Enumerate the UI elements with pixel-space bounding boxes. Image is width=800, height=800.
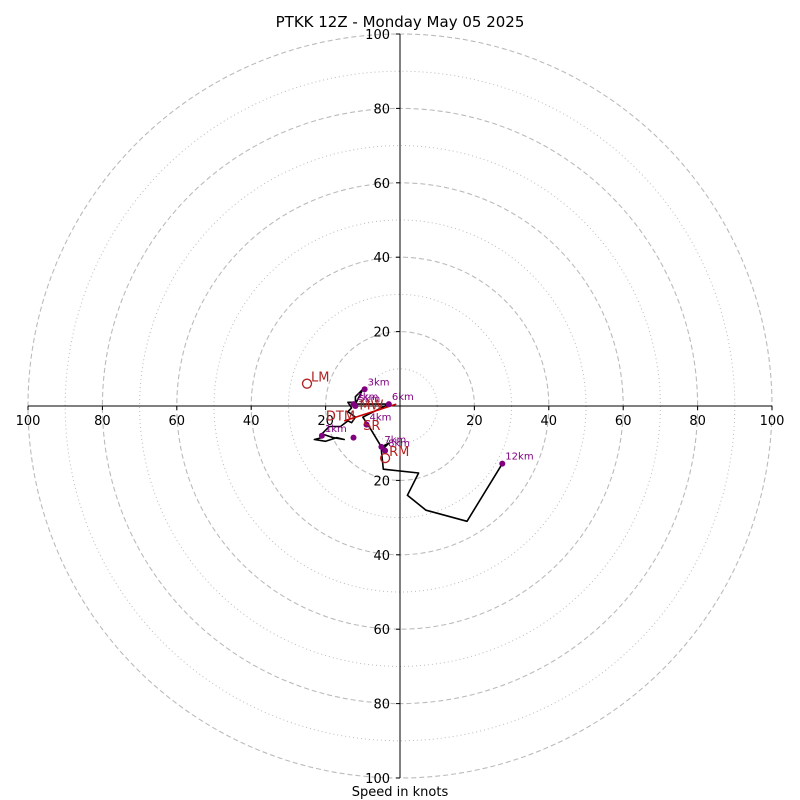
- y-tick-label: 20: [373, 474, 390, 489]
- shear-vector-line: [343, 403, 397, 422]
- storm-motion-label: SR: [363, 419, 380, 434]
- height-marker-dot: [385, 401, 392, 408]
- y-tick-label: 40: [373, 251, 390, 266]
- hodograph-line: [313, 388, 503, 523]
- height-marker-dot: [318, 432, 325, 439]
- x-tick-label: 100: [760, 414, 785, 429]
- y-tick-label: 80: [373, 698, 390, 713]
- x-axis-label: Speed in knots: [352, 785, 449, 800]
- shear-vector: [343, 403, 397, 422]
- storm-motion-markers: LM RM MW SR DTM: [301, 371, 409, 464]
- height-marker-dot: [350, 434, 357, 441]
- y-tick-label: 40: [373, 549, 390, 564]
- x-tick-label: 60: [615, 414, 632, 429]
- height-marker-label: 3km: [368, 377, 390, 388]
- x-tick-label: 40: [243, 414, 260, 429]
- height-marker-label: 6km: [392, 392, 414, 403]
- storm-motion-circle: [379, 452, 391, 464]
- axes: [28, 34, 772, 778]
- height-marker-label: 5km: [358, 394, 380, 405]
- height-marker-dot: [499, 460, 506, 467]
- height-marker-dot: [378, 443, 385, 450]
- hodograph-trace: [313, 388, 503, 523]
- chart-title: PTKK 12Z - Monday May 05 2025: [276, 13, 525, 31]
- x-tick-label: 80: [94, 414, 111, 429]
- y-tick-label: 60: [373, 177, 390, 192]
- y-tick-label: 80: [373, 102, 390, 117]
- height-marker-dot: [363, 421, 370, 428]
- y-tick-label: 60: [373, 623, 390, 638]
- height-marker-dot: [361, 386, 368, 393]
- height-marker-dot: [352, 403, 359, 409]
- height-marker-label: 12km: [505, 452, 533, 463]
- storm-motion-label: RM: [389, 445, 409, 460]
- x-tick-label: 20: [466, 414, 483, 429]
- height-marker-label: 7km: [384, 435, 406, 446]
- y-tick-label: 100: [365, 28, 390, 43]
- tick-labels: 100 100 80 80 60 60 40 40 20 20 20 20 40 40 60 60 80 80 10…: [16, 28, 785, 787]
- x-tick-label: 40: [541, 414, 558, 429]
- height-marker-label: 2km: [357, 392, 379, 403]
- height-marker-label: 4km: [370, 413, 392, 424]
- x-tick-label: 80: [689, 414, 706, 429]
- storm-motion-circle: [301, 378, 313, 389]
- y-tick-label: 100: [365, 772, 390, 787]
- height-marker-label: 8km: [388, 439, 410, 450]
- y-tick-label: 20: [373, 326, 390, 341]
- x-tick-label: 100: [16, 414, 41, 429]
- storm-motion-label: LM: [311, 371, 329, 386]
- height-marker-label: 1km: [325, 424, 347, 435]
- x-tick-label: 20: [317, 414, 334, 429]
- x-tick-label: 60: [169, 414, 186, 429]
- height-marker-dot: [382, 447, 389, 454]
- storm-motion-label: MW: [359, 399, 383, 414]
- storm-motion-label: DTM: [326, 410, 355, 425]
